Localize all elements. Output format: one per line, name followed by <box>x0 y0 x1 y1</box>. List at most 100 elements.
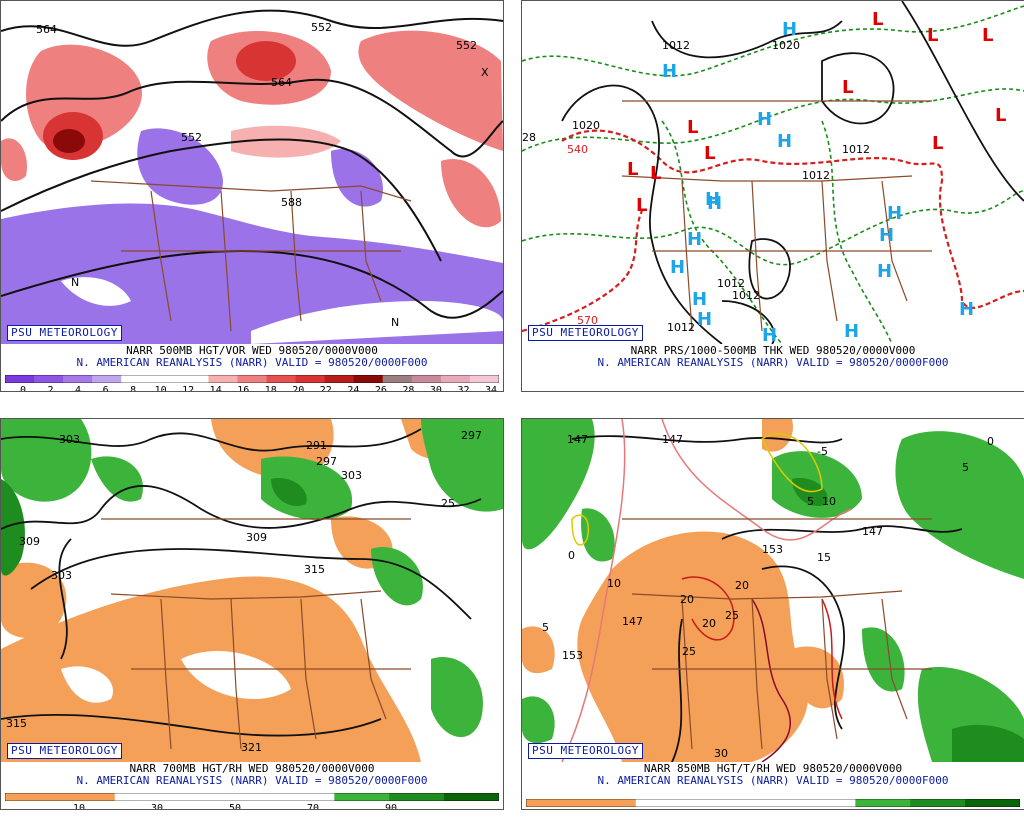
high-pressure-marker: H <box>887 203 902 224</box>
svg-text:570: 570 <box>577 314 598 327</box>
colorbar-tick-label: 30 <box>672 809 684 810</box>
rh-white-gaps <box>61 650 291 703</box>
svg-text:291: 291 <box>306 439 327 452</box>
high-pressure-marker: H <box>707 193 722 214</box>
colorbar-ticks: 0 2 4 6 8 10 12 14 16 18 20 22 24 26 28 30 32 34 <box>5 385 499 392</box>
svg-text:30: 30 <box>714 747 728 760</box>
svg-text:303: 303 <box>51 569 72 582</box>
colorbar-tick-label: 34 <box>484 385 498 392</box>
white-gap <box>61 277 503 344</box>
colorbar-tick-label: 30 <box>429 385 442 392</box>
panel-700mb-rh: 303 291 297 303 309 309 303 315 315 321 297 25 P… <box>0 418 504 810</box>
svg-text:1012: 1012 <box>662 39 690 52</box>
svg-text:303: 303 <box>59 433 80 446</box>
colorbar-tick-label: 2 <box>47 385 54 392</box>
svg-text:15: 15 <box>817 551 831 564</box>
colorbar-ticks: 10 30 50 70 90 <box>526 809 1020 810</box>
svg-text:552: 552 <box>181 131 202 144</box>
panel-850mb-temp-rh: 147 147 147 153 153 147 15 5 10 5 5 10 20 20 25 25… <box>521 418 1024 810</box>
high-pressure-marker: H <box>705 189 720 210</box>
colorbar-tick-label: 30 <box>150 803 164 810</box>
colorbar-swatch <box>469 375 499 383</box>
colorbar-tick-label: 32 <box>457 385 470 392</box>
colorbar-tick-label: 90 <box>906 809 918 810</box>
svg-text:20: 20 <box>735 579 749 592</box>
colorbar-tick-label: 14 <box>209 385 222 392</box>
political-borders <box>622 518 932 750</box>
panel-valid-line: N. AMERICAN REANALYSIS (NARR) VALID = 98… <box>76 356 428 369</box>
svg-text:1020: 1020 <box>772 39 800 52</box>
map-500mb: 564 552 552 564 588 552 N N X <box>1 1 503 344</box>
svg-text:1020: 1020 <box>572 119 600 132</box>
low-pressure-marker: L <box>872 9 883 30</box>
svg-text:147: 147 <box>862 525 883 538</box>
height-contours <box>1 428 482 737</box>
svg-text:25: 25 <box>725 609 739 622</box>
svg-text:-5: -5 <box>817 445 828 458</box>
rh-moist-shading <box>522 419 1024 762</box>
high-pressure-marker: H <box>877 261 892 282</box>
svg-text:588: 588 <box>281 196 302 209</box>
colorbar-swatch <box>444 793 499 801</box>
svg-text:1012: 1012 <box>667 321 695 334</box>
colorbar-swatch <box>580 799 637 807</box>
colorbar-tick-label: 8 <box>130 385 137 392</box>
colorbar-tick-label: 50 <box>750 809 762 810</box>
svg-text:0: 0 <box>987 435 994 448</box>
colorbar-swatch <box>382 375 413 383</box>
svg-text:5: 5 <box>542 621 549 634</box>
colorbar-swatch <box>353 375 384 383</box>
svg-text:303: 303 <box>341 469 362 482</box>
colorbar-tick-label: 20 <box>292 385 305 392</box>
thickness-contours-red <box>522 129 1024 333</box>
svg-text:552: 552 <box>311 21 332 34</box>
colorbar-tick-label: 16 <box>237 385 250 392</box>
high-pressure-marker: H <box>670 257 685 278</box>
low-pressure-marker: L <box>927 25 938 46</box>
high-pressure-marker: H <box>757 109 772 130</box>
panel-surface-pressure: 1012 1020 1020 1012 1012 1012 1012 1012 540 57… <box>521 0 1024 392</box>
colorbar-tick-label: 24 <box>347 385 360 392</box>
svg-text:1012: 1012 <box>717 277 745 290</box>
svg-text:X: X <box>481 66 489 79</box>
panel-title: NARR PRS/1000-500MB THK WED 980520/0000V… <box>630 344 916 357</box>
colorbar-ticks: 10 30 50 70 90 <box>5 803 499 810</box>
low-pressure-marker: L <box>932 133 943 154</box>
colorbar-swatch <box>745 799 801 807</box>
svg-text:147: 147 <box>567 433 588 446</box>
colorbar-tick-label: 22 <box>319 385 332 392</box>
svg-text:1012: 1012 <box>842 143 870 156</box>
colorbar-tick-label: 10 <box>72 803 86 810</box>
psu-meteorology-badge: PSU METEOROLOGY <box>528 743 643 759</box>
svg-text:N: N <box>391 316 399 329</box>
colorbar-swatch <box>224 793 280 801</box>
svg-text:309: 309 <box>19 535 40 548</box>
svg-text:20: 20 <box>680 593 694 606</box>
colorbar-tick-label: 50 <box>228 803 242 810</box>
svg-text:321: 321 <box>241 741 262 754</box>
svg-text:1012: 1012 <box>732 289 760 302</box>
colorbar-swatch <box>295 375 326 383</box>
svg-text:28: 28 <box>522 131 536 144</box>
colorbar-swatch <box>114 793 171 801</box>
colorbar-swatch <box>690 799 747 807</box>
panel-valid-line: N. AMERICAN REANALYSIS (NARR) VALID = 98… <box>597 774 949 787</box>
svg-text:0: 0 <box>568 549 575 562</box>
colorbar-swatch <box>440 375 471 383</box>
colorbar-tick-label: 90 <box>384 803 398 810</box>
panel-title: NARR 500MB HGT/VOR WED 980520/0000V000 <box>126 344 378 357</box>
colorbar-swatch <box>389 793 445 801</box>
svg-text:1012: 1012 <box>802 169 830 182</box>
svg-text:564: 564 <box>271 76 292 89</box>
colorbar-tick-label: 12 <box>182 385 195 392</box>
colorbar-tick-label: 10 <box>594 809 606 810</box>
low-pressure-marker: L <box>627 159 638 180</box>
svg-text:147: 147 <box>622 615 643 628</box>
colorbar-swatch <box>169 793 226 801</box>
high-pressure-marker: H <box>777 131 792 152</box>
svg-text:153: 153 <box>562 649 583 662</box>
colorbar-swatch <box>279 793 335 801</box>
